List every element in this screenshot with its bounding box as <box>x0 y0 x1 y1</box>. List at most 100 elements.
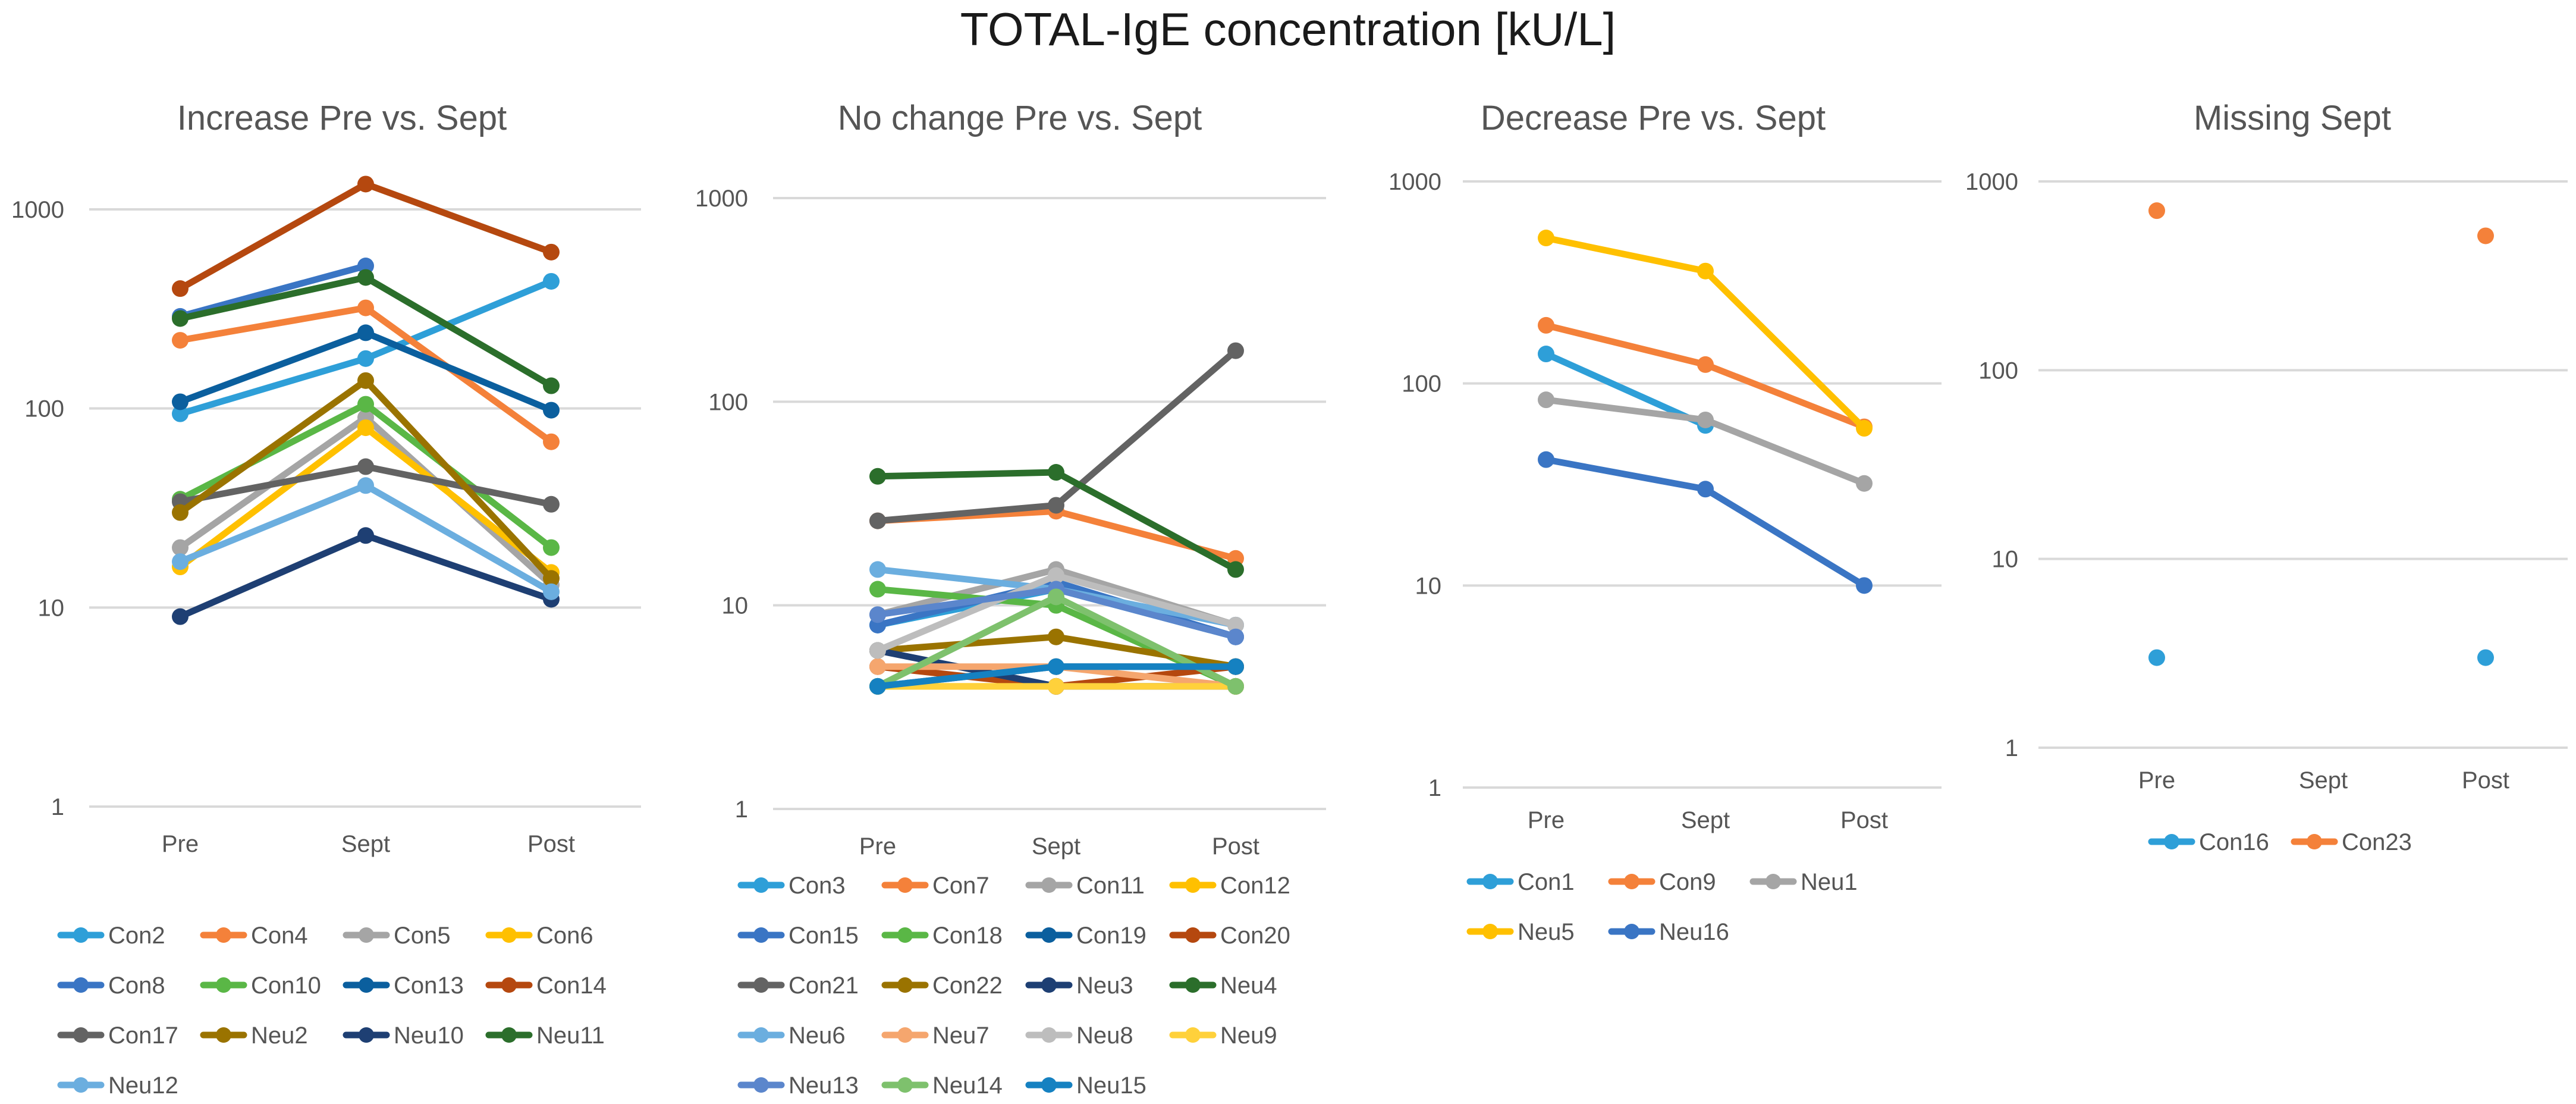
legend-item-neu1: Neu1 <box>1749 869 1858 895</box>
legend-item-con5: Con5 <box>343 923 451 949</box>
data-point <box>543 433 560 450</box>
legend-label: Con13 <box>394 973 464 999</box>
legend-item-neu2: Neu2 <box>200 1023 308 1049</box>
y-tick-label: 10 <box>38 595 65 621</box>
legend-swatch-marker <box>897 877 913 893</box>
data-point <box>543 539 560 556</box>
legend-item-neu6: Neu6 <box>737 1023 846 1049</box>
legend-swatch-marker <box>897 1077 913 1093</box>
data-point <box>1538 316 1554 334</box>
legend-item-con22: Con22 <box>881 973 1003 999</box>
data-point <box>869 606 886 623</box>
legend-swatch-marker <box>2307 834 2322 849</box>
legend-item-con18: Con18 <box>881 923 1003 949</box>
legend-item-neu4: Neu4 <box>1169 973 1277 999</box>
y-tick-label: 10 <box>722 593 749 619</box>
legend-item-con4: Con4 <box>200 923 308 949</box>
y-tick-label: 1 <box>51 794 64 820</box>
x-tick-label: Post <box>527 831 575 857</box>
data-point <box>1697 262 1714 280</box>
legend-label: Con20 <box>1220 923 1290 949</box>
legend-swatch-marker <box>501 1027 517 1043</box>
data-point <box>1048 464 1064 481</box>
chart-no-change: No change Pre vs. Sept 1 10 100 1000 Pre Sept P… <box>695 99 1326 1099</box>
legend-swatch-marker <box>1765 874 1781 889</box>
legend-swatch-marker <box>1185 927 1201 943</box>
data-point <box>172 553 189 570</box>
legend-swatch-marker <box>1482 924 1498 939</box>
data-point <box>2148 649 2165 666</box>
x-tick-label: Sept <box>2299 767 2348 794</box>
legend-label: Neu3 <box>1076 973 1133 999</box>
x-tick-label: Sept <box>1681 807 1730 833</box>
data-point <box>172 310 189 327</box>
series-con4 <box>172 299 560 450</box>
legend-item-con9: Con9 <box>1608 869 1716 895</box>
series-con21 <box>869 342 1244 529</box>
series-line <box>1543 456 1868 589</box>
y-tick-label: 100 <box>1978 357 2018 384</box>
x-tick-label: Pre <box>1528 807 1565 833</box>
legend-label: Con3 <box>788 873 846 899</box>
data-point <box>869 561 886 578</box>
data-point <box>1048 567 1064 584</box>
data-point <box>357 372 374 389</box>
legend-label: Neu10 <box>394 1023 464 1049</box>
data-point <box>1227 342 1244 359</box>
chart-title: No change Pre vs. Sept <box>838 99 1202 137</box>
data-point <box>357 175 374 193</box>
legend: Con16 Con23 <box>2148 829 2412 855</box>
data-point <box>172 332 189 349</box>
legend-swatch-marker <box>1041 877 1057 893</box>
legend-item-con2: Con2 <box>57 923 165 949</box>
legend-swatch-marker <box>501 927 517 943</box>
legend-label: Con6 <box>536 923 593 949</box>
legend-swatch-marker <box>73 1077 89 1093</box>
data-point <box>357 299 374 316</box>
legend-swatch-marker <box>359 1027 374 1043</box>
y-tick-label: 1000 <box>695 186 748 212</box>
y-tick-label: 100 <box>24 396 64 422</box>
series-neu2 <box>172 372 560 587</box>
legend-item-neu9: Neu9 <box>1169 1023 1277 1049</box>
legend-swatch-marker <box>216 1027 231 1043</box>
legend-label: Neu2 <box>251 1023 308 1049</box>
series-line <box>177 424 555 576</box>
x-tick-label: Sept <box>1032 833 1080 860</box>
data-point <box>357 269 374 286</box>
data-point <box>543 243 560 261</box>
data-point <box>1856 577 1873 594</box>
legend-swatch-marker <box>1041 927 1057 943</box>
legend-swatch-marker <box>1482 874 1498 889</box>
legend-item-neu12: Neu12 <box>57 1072 178 1099</box>
y-tick-label: 1 <box>1428 775 1441 801</box>
legend-label: Neu9 <box>1220 1023 1277 1049</box>
legend-label: Neu4 <box>1220 973 1277 999</box>
legend-swatch-marker <box>2164 834 2179 849</box>
data-point <box>1697 356 1714 373</box>
legend-label: Con10 <box>251 973 321 999</box>
legend-item-con6: Con6 <box>485 923 593 949</box>
legend-item-con13: Con13 <box>343 973 464 999</box>
legend-swatch-marker <box>753 877 769 893</box>
data-point <box>1856 475 1873 492</box>
legend-item-con7: Con7 <box>881 873 989 899</box>
legend-label: Neu8 <box>1076 1023 1133 1049</box>
legend-item-con12: Con12 <box>1169 873 1290 899</box>
legend-label: Neu1 <box>1801 869 1858 895</box>
data-point <box>543 402 560 419</box>
data-point <box>1227 658 1244 675</box>
legend-swatch-marker <box>1185 977 1201 993</box>
legend-item-neu11: Neu11 <box>485 1023 605 1049</box>
legend-item-neu7: Neu7 <box>881 1023 989 1049</box>
data-point <box>869 581 886 598</box>
legend-item-con1: Con1 <box>1466 869 1575 895</box>
legend-item-con17: Con17 <box>57 1023 178 1049</box>
series-neu10 <box>172 527 560 625</box>
y-tick-label: 10 <box>1992 547 2019 573</box>
legend-swatch-marker <box>73 977 89 993</box>
legend: Con3 Con7 Con11 Con12 Con15 Con18 Con19 Con20 Co… <box>737 873 1290 1099</box>
legend-swatch-marker <box>1041 977 1057 993</box>
legend-label: Neu13 <box>788 1072 859 1099</box>
